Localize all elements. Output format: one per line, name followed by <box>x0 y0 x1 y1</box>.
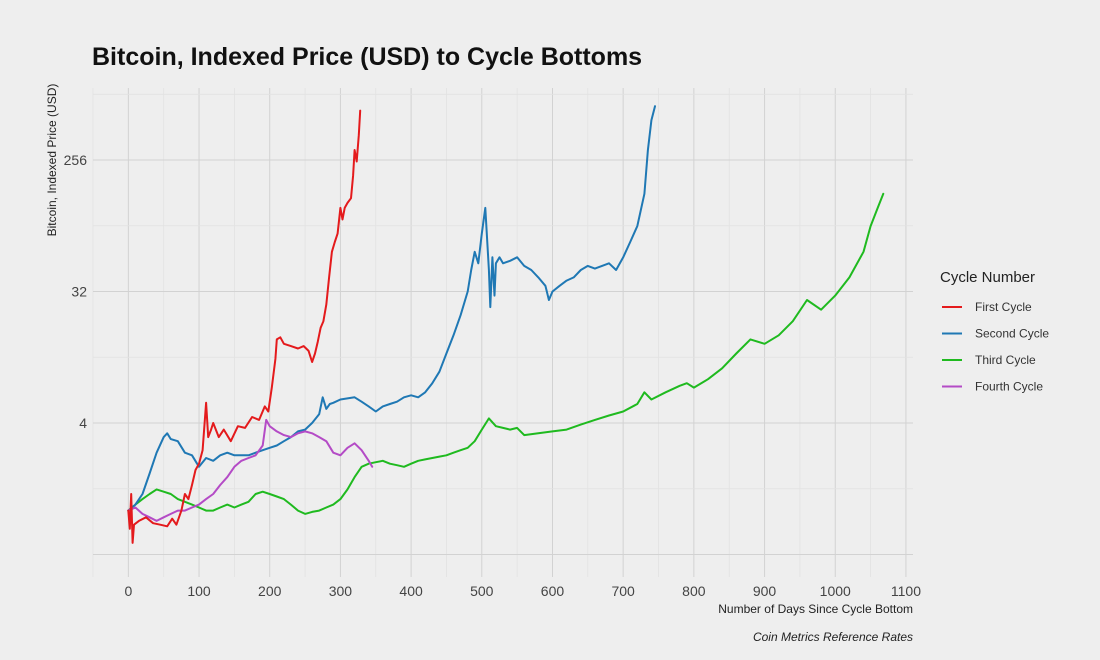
series-line-first-cycle <box>127 109 362 544</box>
legend-label: Third Cycle <box>975 353 1036 367</box>
x-tick-label: 800 <box>682 583 706 599</box>
x-tick-label: 500 <box>470 583 494 599</box>
x-tick-label: 200 <box>258 583 282 599</box>
grid-layer <box>92 88 913 577</box>
legend-label: Second Cycle <box>975 327 1049 341</box>
chart-caption: Coin Metrics Reference Rates <box>753 630 913 644</box>
y-axis-title: Bitcoin, Indexed Price (USD) <box>45 84 59 237</box>
x-tick-label: 700 <box>611 583 635 599</box>
x-tick-label: 100 <box>187 583 211 599</box>
series-line-fourth-cycle <box>127 418 374 522</box>
x-tick-label: 900 <box>753 583 777 599</box>
plot-area <box>127 105 885 544</box>
x-tick-label: 400 <box>399 583 423 599</box>
x-tick-label: 300 <box>329 583 353 599</box>
legend-title: Cycle Number <box>940 269 1035 286</box>
chart-title: Bitcoin, Indexed Price (USD) to Cycle Bo… <box>92 43 642 71</box>
y-tick-label: 32 <box>71 284 87 300</box>
series-line-third-cycle <box>127 192 885 515</box>
legend-label: Fourth Cycle <box>975 380 1043 394</box>
x-tick-label: 0 <box>124 583 132 599</box>
x-tick-label: 1000 <box>820 583 851 599</box>
legend-label: First Cycle <box>975 300 1032 314</box>
series-line-second-cycle <box>127 105 656 512</box>
x-axis-title: Number of Days Since Cycle Bottom <box>718 602 913 616</box>
y-tick-label: 4 <box>79 415 87 431</box>
y-tick-label: 256 <box>64 152 88 168</box>
x-axis: 0 100 200 300 400 500 600 700 800 900 1000 1100 <box>124 583 921 599</box>
x-tick-label: 600 <box>541 583 565 599</box>
legend: Cycle Number First Cycle Second Cycle Thir… <box>940 269 1049 394</box>
x-tick-label: 1100 <box>891 583 921 599</box>
y-axis: 4 32 256 <box>64 152 88 431</box>
